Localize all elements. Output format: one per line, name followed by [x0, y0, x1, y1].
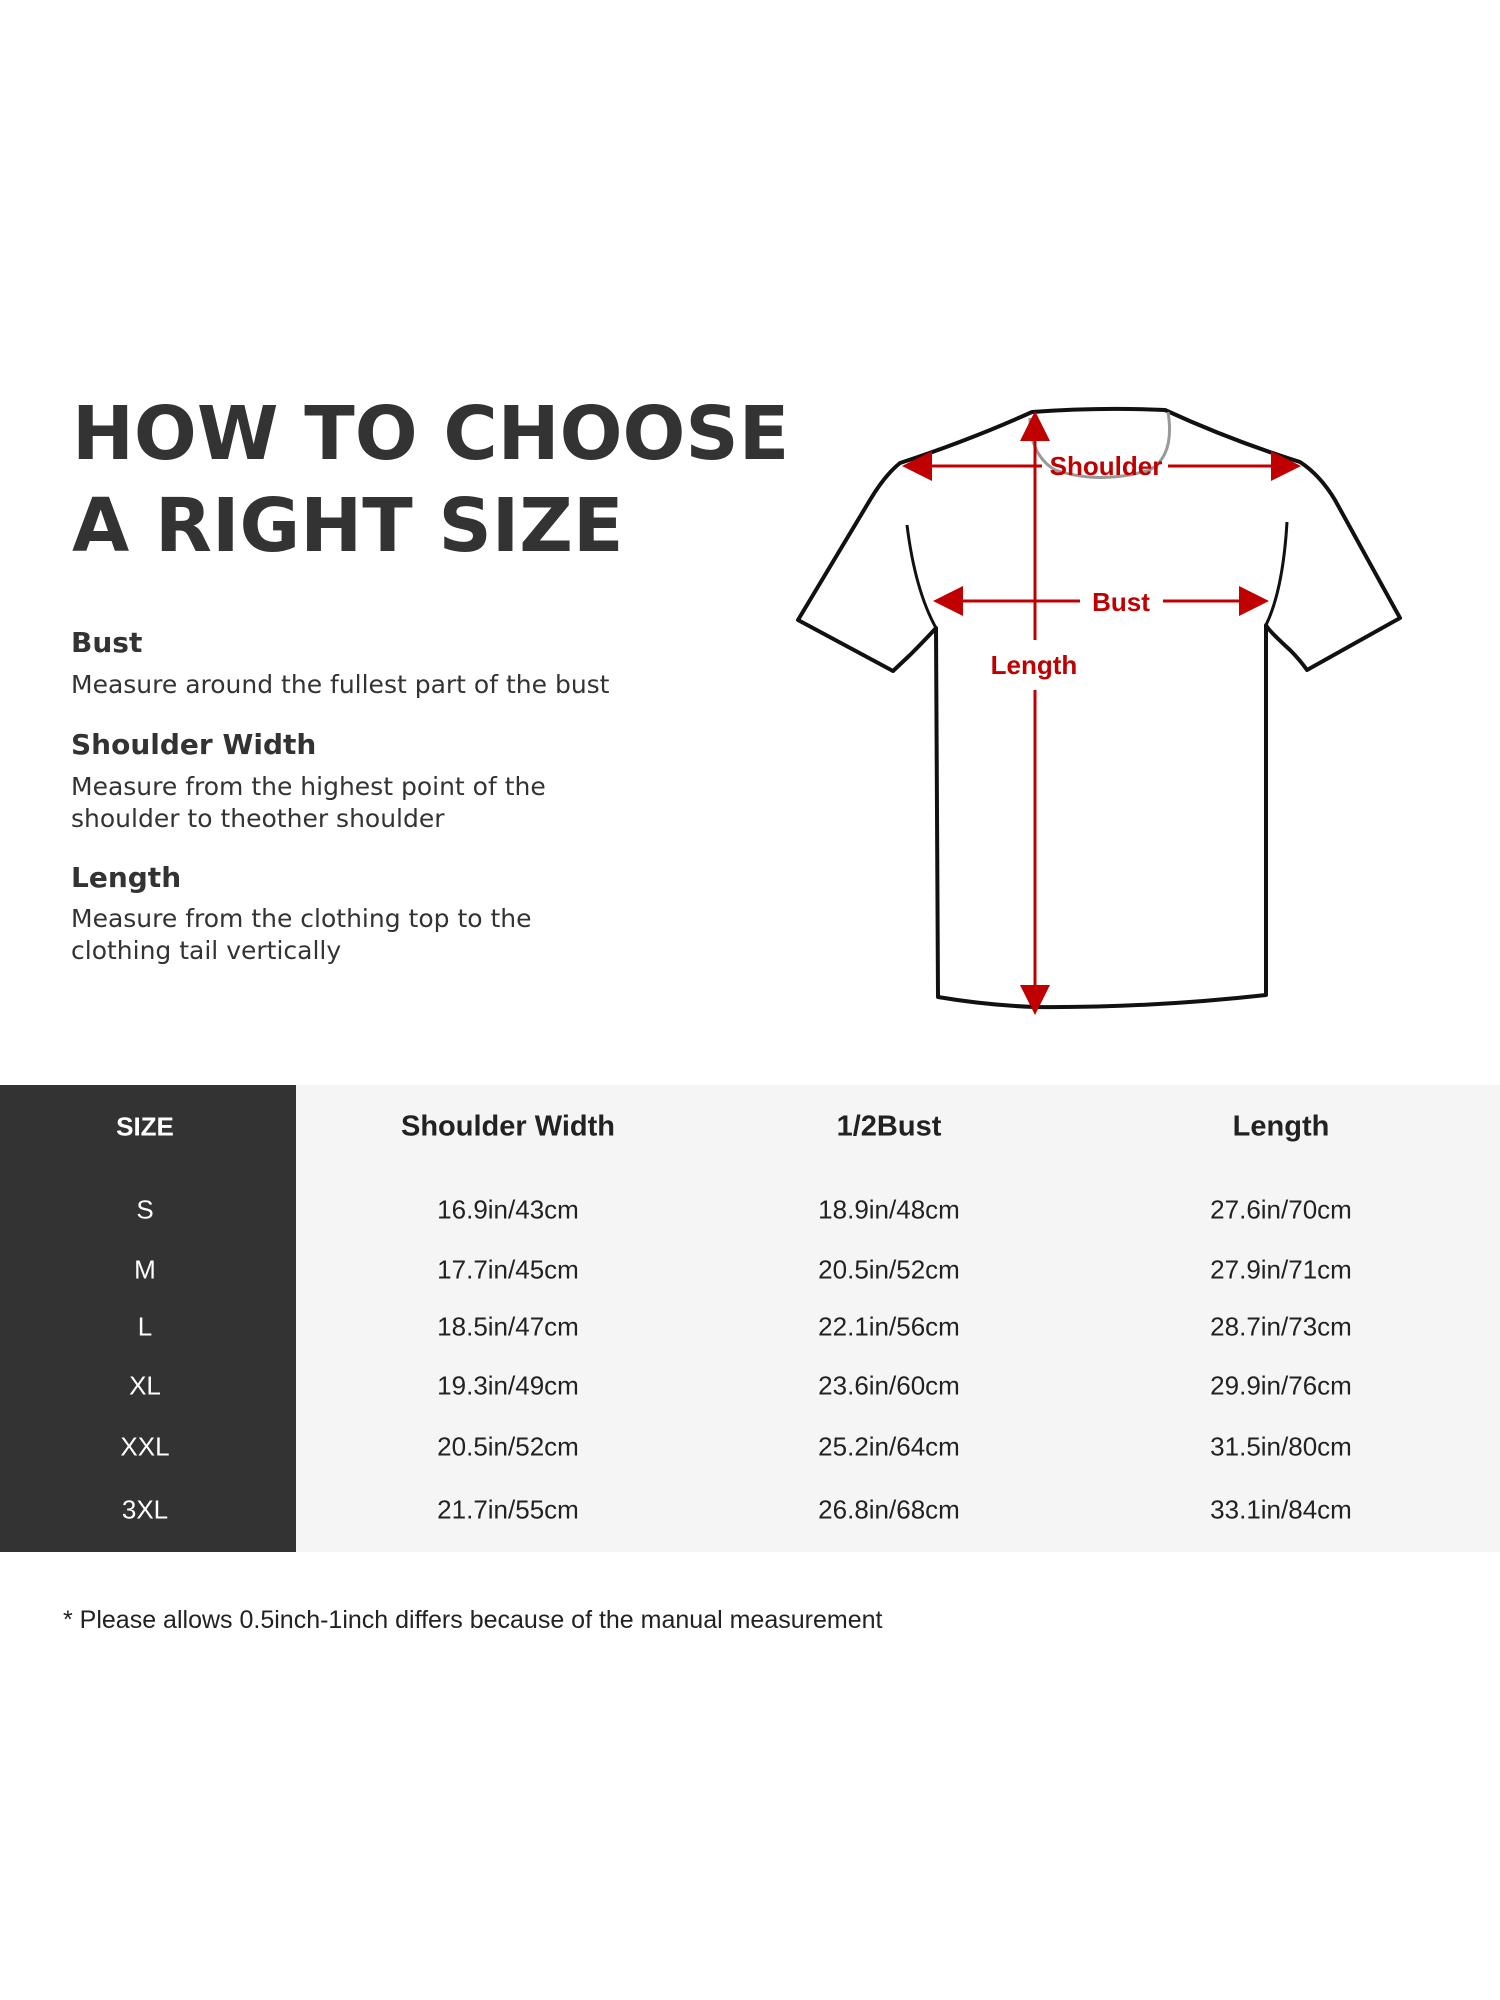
desc-line: Measure from the clothing top to the — [71, 904, 532, 933]
table-cell: 18.9in/48cm — [818, 1194, 960, 1225]
guide-bust-heading: Bust — [71, 626, 143, 659]
size-cell: M — [134, 1254, 156, 1285]
page-title: HOW TO CHOOSE A RIGHT SIZE — [72, 388, 789, 572]
title-line-1: HOW TO CHOOSE — [72, 391, 790, 477]
table-cell: 28.7in/73cm — [1210, 1311, 1352, 1342]
table-cell: 25.2in/64cm — [818, 1431, 960, 1462]
size-cell: S — [136, 1194, 154, 1225]
title-line-2: A RIGHT SIZE — [72, 483, 624, 569]
size-cell: 3XL — [121, 1494, 169, 1525]
footnote: * Please allows 0.5inch-1inch differs be… — [63, 1606, 883, 1634]
desc-line: Measure from the highest point of the — [71, 772, 546, 801]
table-cell: 29.9in/76cm — [1210, 1370, 1352, 1401]
desc-line: Measure around the fullest part of the b… — [71, 670, 610, 699]
size-column-bg — [0, 1085, 296, 1552]
table-cell: 33.1in/84cm — [1210, 1494, 1352, 1525]
desc-line: clothing tail vertically — [71, 936, 342, 965]
guide-shoulder-heading: Shoulder Width — [71, 728, 317, 761]
table-cell: 27.9in/71cm — [1210, 1254, 1352, 1285]
tshirt-diagram: Shoulder Bust Length — [796, 406, 1402, 1015]
shoulder-label: Shoulder — [1050, 451, 1163, 481]
table-cell: 16.9in/43cm — [437, 1194, 579, 1225]
measure-arrows — [902, 411, 1301, 1015]
table-cell: 18.5in/47cm — [437, 1311, 579, 1342]
size-cell: L — [137, 1311, 153, 1342]
table-cell: 31.5in/80cm — [1210, 1431, 1352, 1462]
table-cell: 23.6in/60cm — [818, 1370, 960, 1401]
table-cell: 22.1in/56cm — [818, 1311, 960, 1342]
table-header: SIZE — [116, 1111, 174, 1142]
table-cell: 21.7in/55cm — [437, 1494, 579, 1525]
table-cell: 19.3in/49cm — [437, 1370, 579, 1401]
guide-length-heading: Length — [71, 861, 182, 894]
desc-line: shoulder to theother shoulder — [71, 804, 445, 833]
table-cell: 20.5in/52cm — [437, 1431, 579, 1462]
guide-shoulder-desc: Measure from the highest point of the sho… — [71, 771, 546, 835]
tshirt-outline — [796, 406, 1402, 1010]
guide-length-desc: Measure from the clothing top to the clot… — [71, 903, 532, 967]
bust-label: Bust — [1092, 587, 1150, 617]
size-table: SIZE Shoulder Width 1/2Bust Length S 16.9in/4… — [0, 1085, 1500, 1552]
size-cell: XXL — [120, 1431, 170, 1462]
table-cell: 20.5in/52cm — [818, 1254, 960, 1285]
guide-bust-desc: Measure around the fullest part of the b… — [71, 669, 610, 701]
table-cell: 27.6in/70cm — [1210, 1194, 1352, 1225]
table-header: Shoulder Width — [401, 1110, 615, 1143]
table-header: Length — [1232, 1110, 1330, 1143]
size-cell: XL — [129, 1370, 161, 1401]
length-label: Length — [991, 650, 1078, 680]
table-cell: 26.8in/68cm — [818, 1494, 960, 1525]
table-cell: 17.7in/45cm — [437, 1254, 579, 1285]
table-header: 1/2Bust — [836, 1110, 942, 1143]
